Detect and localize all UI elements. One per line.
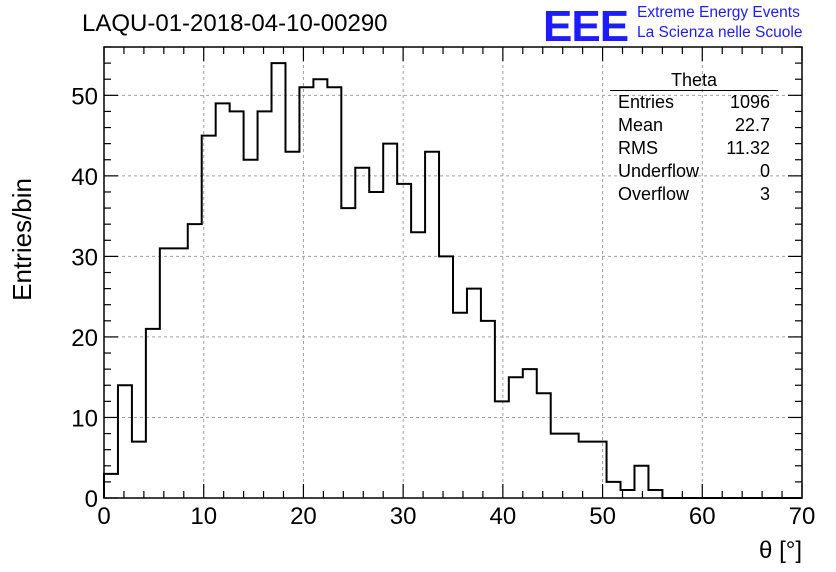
x-axis-label: θ [°] [759,537,802,564]
y-tick-label: 20 [71,325,98,352]
plot-frame [103,46,803,499]
y-tick-label: 10 [71,405,98,432]
stats-title: Theta [610,70,778,91]
histogram-line [103,62,802,499]
stats-label: Mean [618,115,664,135]
x-tick-label: 70 [789,503,816,530]
stats-label: Underflow [618,161,700,181]
x-tick-label: 0 [97,503,110,530]
stats-box: Theta Entries 1096 Mean 22.7 RMS 11.32 U… [610,70,778,206]
x-tick-label: 40 [490,503,517,530]
stats-row-entries: Entries 1096 [610,91,778,114]
stats-label: RMS [618,138,658,158]
x-tick-label: 10 [190,503,217,530]
y-tick-label: 30 [71,244,98,271]
stats-label: Overflow [618,184,690,204]
stats-row-rms: RMS 11.32 [610,137,778,160]
stats-row-underflow: Underflow 0 [610,160,778,183]
stats-value: 1096 [729,92,770,112]
x-tick-labels: 0 10 20 30 40 50 60 70 [97,503,815,530]
stats-value: 3 [759,184,770,204]
y-axis-label: Entries/bin [7,178,37,301]
logo-caption: Extreme Energy Events La Scienza nelle S… [637,3,802,43]
x-tick-label: 20 [290,503,317,530]
chart-title: LAQU-01-2018-04-10-00290 [82,10,388,37]
y-tick-label: 0 [85,486,98,513]
stats-label: Entries [618,92,675,112]
logo-caption-line2: La Scienza nelle Scuole [637,24,803,41]
stats-value: 11.32 [726,138,770,158]
x-tick-label: 50 [589,503,616,530]
y-tick-label: 40 [71,164,98,191]
y-tick-label: 50 [71,83,98,110]
x-tick-label: 60 [689,503,716,530]
stats-value: 22.7 [734,115,770,135]
stats-row-overflow: Overflow 3 [610,183,778,206]
stats-value: 0 [759,161,770,181]
y-tick-labels: 0 10 20 30 40 50 [71,83,98,513]
eee-logo: EEE [543,2,629,51]
x-tick-label: 30 [390,503,417,530]
stats-row-mean: Mean 22.7 [610,114,778,137]
logo-caption-line1: Extreme Energy Events [637,4,800,21]
